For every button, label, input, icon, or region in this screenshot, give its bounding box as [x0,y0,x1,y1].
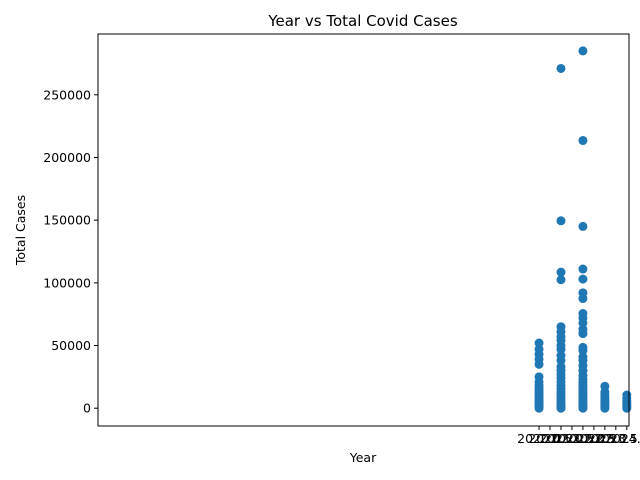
data-point [556,63,566,73]
data-point [556,356,566,366]
y-tick-label: 100000 [43,275,91,290]
data-point [556,267,566,277]
x-tick-label: 2022.0 [561,431,605,446]
data-point [578,221,588,231]
data-point [556,216,566,226]
points-layer [534,46,632,413]
y-axis-ticks: 0 50000 100000 150000 200000 250000 [43,87,98,416]
data-point [556,275,566,285]
data-point [578,46,588,56]
x-tick-label: 2020.0 [517,431,561,446]
data-point [578,346,588,356]
data-point [556,344,566,354]
x-axis-label: Year [349,450,377,465]
data-point [534,338,544,348]
data-point [622,403,632,413]
x-tick-label: 2023.0 [583,431,627,446]
chart-title: Year vs Total Covid Cases [267,12,457,30]
data-point [578,329,588,339]
data-point [578,318,588,328]
x-tick-label: 2021.0 [539,431,583,446]
data-point [556,403,566,413]
data-point [578,264,588,274]
x-tick-label: 2021.5 [550,431,594,446]
data-point [534,403,544,413]
plot-frame [97,33,630,427]
y-tick-label: 150000 [43,213,91,228]
y-axis-label: Total Cases [13,195,28,266]
x-tick-label: 2022.5 [572,431,616,446]
x-tick-label: 2020.5 [528,431,572,446]
y-tick-label: 200000 [43,150,91,165]
y-tick-label: 0 [83,401,91,416]
data-point [578,274,588,284]
data-point [578,294,588,304]
y-tick-label: 50000 [51,338,91,353]
data-point [578,136,588,146]
x-axis-ticks: 2020.02020.52021.02021.52022.02022.52023… [517,426,640,446]
data-point [534,359,544,369]
x-tick-label: 2024.0 [605,431,640,446]
data-point [600,403,610,413]
x-tick-label: 2023.5 [594,431,638,446]
data-point [578,403,588,413]
y-tick-label: 250000 [43,87,91,102]
